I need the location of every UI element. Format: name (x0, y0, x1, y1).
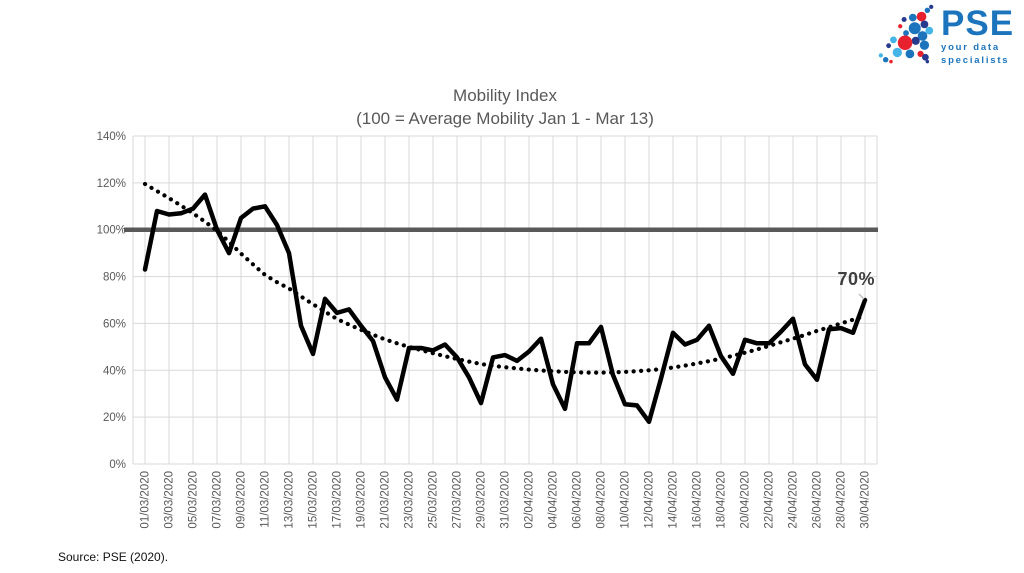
pse-logo-name: PSE (941, 4, 1015, 43)
x-axis-tick-label: 12/04/2020 (644, 471, 656, 529)
pse-logo-tagline-1: your data (941, 42, 1000, 54)
chart-subtitle: (100 = Average Mobility Jan 1 - Mar 13) (356, 109, 654, 128)
x-axis-tick-label: 26/04/2020 (812, 471, 824, 529)
x-axis-tick-label: 25/03/2020 (428, 471, 440, 529)
x-axis-tick-label: 03/03/2020 (164, 471, 176, 529)
pse-logo: PSE your data specialists (876, 4, 1014, 66)
x-axis-tick-label: 22/04/2020 (764, 471, 776, 529)
x-axis-tick-label: 09/03/2020 (236, 471, 248, 529)
y-axis-tick-label: 40% (103, 365, 126, 377)
x-axis-tick-label: 01/03/2020 (140, 471, 152, 529)
x-axis-tick-label: 15/03/2020 (308, 471, 320, 529)
x-axis-tick-label: 14/04/2020 (668, 471, 680, 529)
pse-logo-text: PSE your data specialists (941, 4, 1015, 67)
x-axis-tick-label: 23/03/2020 (404, 471, 416, 529)
y-axis-tick-label: 20% (103, 412, 126, 424)
pse-logo-tagline-2: specialists (941, 55, 1010, 67)
mobility-data-line (142, 192, 868, 425)
x-axis-tick-label: 04/04/2020 (548, 471, 560, 529)
x-axis-tick-label: 21/03/2020 (380, 471, 392, 529)
last-point-value-label: 70% (837, 269, 875, 289)
x-axis-tick-label: 27/03/2020 (452, 471, 464, 529)
source-note: Source: PSE (2020). (58, 550, 169, 564)
pse-logo-mark-icon (878, 4, 934, 64)
x-axis-tick-label: 28/04/2020 (836, 471, 848, 529)
x-axis-tick-label: 10/04/2020 (620, 471, 632, 529)
y-axis-tick-label: 120% (97, 178, 126, 190)
y-axis-tick-label: 140% (97, 131, 126, 143)
x-axis-tick-label: 16/04/2020 (692, 471, 704, 529)
x-axis-tick-label: 02/04/2020 (524, 471, 536, 529)
x-axis-tick-label: 19/03/2020 (356, 471, 368, 529)
y-axis-tick-label: 100% (97, 225, 126, 237)
y-axis-tick-label: 60% (103, 318, 126, 330)
x-axis-tick-label: 18/04/2020 (716, 471, 728, 529)
x-axis-tick-label: 05/03/2020 (188, 471, 200, 529)
annotation-leader-line (858, 293, 865, 300)
x-axis-tick-label: 08/04/2020 (596, 471, 608, 529)
x-axis-tick-label: 20/04/2020 (740, 471, 752, 529)
x-axis-tick-label: 11/03/2020 (260, 471, 272, 528)
chart-title: Mobility Index (453, 86, 557, 105)
trend-dotted-line (142, 181, 868, 375)
x-axis-tick-label: 13/03/2020 (284, 471, 296, 529)
y-axis-tick-label: 0% (109, 459, 126, 471)
x-axis-tick-label: 29/03/2020 (476, 471, 488, 529)
y-axis-tick-label: 80% (103, 272, 126, 284)
x-axis-tick-label: 07/03/2020 (212, 471, 224, 529)
x-axis-tick-label: 30/04/2020 (860, 471, 872, 529)
x-axis-tick-label: 24/04/2020 (788, 471, 800, 529)
x-axis-tick-label: 17/03/2020 (332, 471, 344, 529)
x-axis-tick-label: 31/03/2020 (500, 471, 512, 529)
x-axis-tick-label: 06/04/2020 (572, 471, 584, 529)
